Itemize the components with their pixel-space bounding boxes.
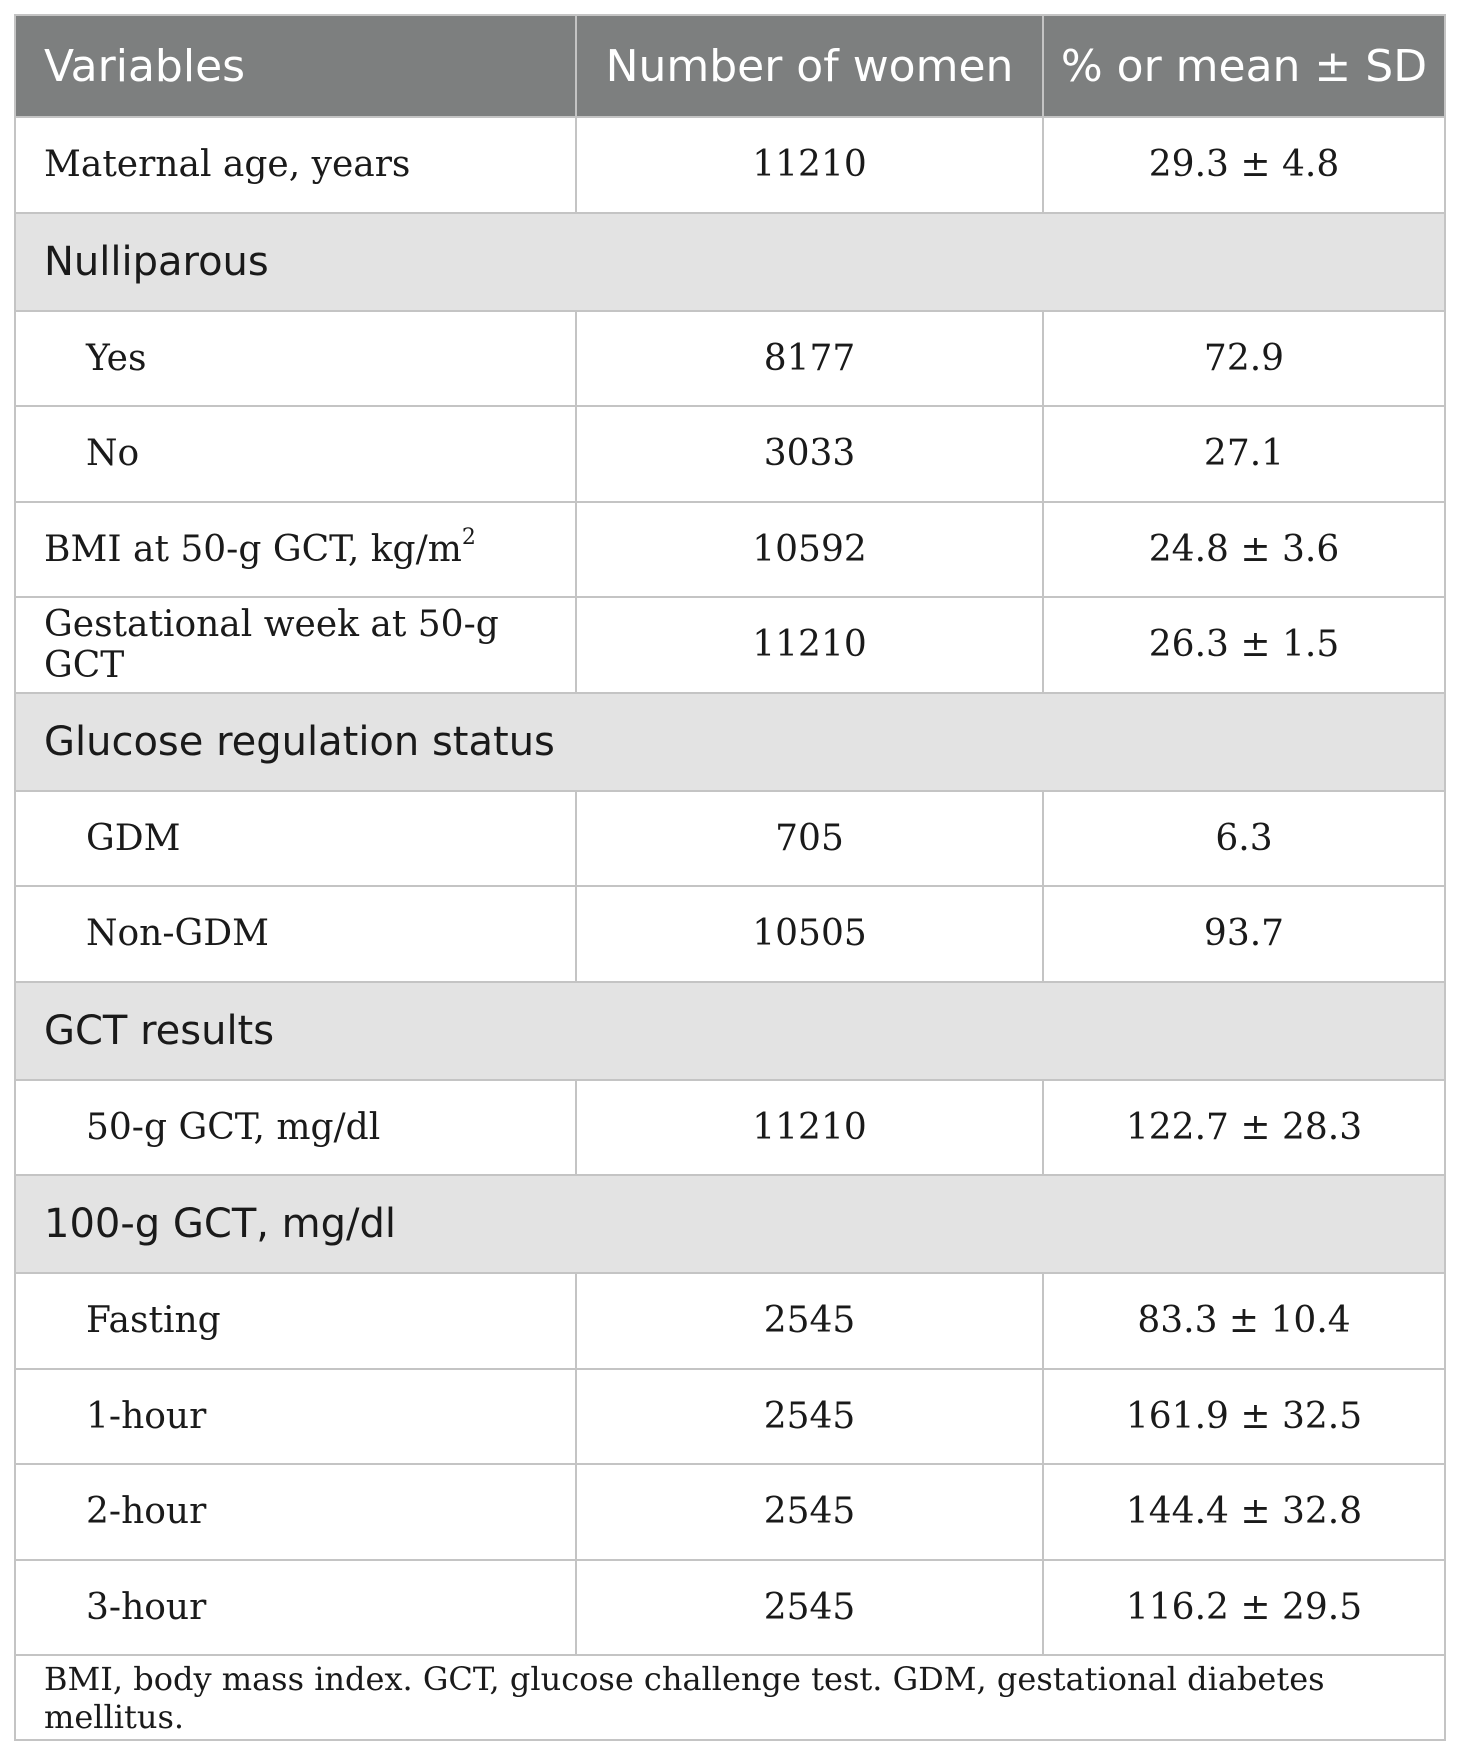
row-label: Maternal age, years [16,116,576,213]
row-label-text: No [86,433,140,475]
group-label: GCT results [16,980,1444,1080]
row-label-text: Non-GDM [86,913,270,955]
row-value: 161.9 ± 32.5 [1042,1367,1444,1464]
row-value: 83.3 ± 10.4 [1042,1272,1444,1369]
table-row: Maternal age, years 11210 29.3 ± 4.8 [16,116,1444,213]
row-label: 1-hour [16,1367,576,1464]
row-count: 2545 [575,1558,1043,1655]
characteristics-table: Variables Number of women % or mean ± SD… [14,14,1446,1741]
row-value: 116.2 ± 29.5 [1042,1558,1444,1655]
row-value: 27.1 [1042,405,1444,502]
table-row: 50-g GCT, mg/dl 11210 122.7 ± 28.3 [16,1078,1444,1175]
row-label-text: GDM [86,817,181,859]
row-value: 6.3 [1042,789,1444,886]
row-label: GDM [16,789,576,886]
row-count: 8177 [575,309,1043,406]
row-label-text: 2-hour [86,1491,207,1533]
row-label-superscript: 2 [461,524,476,550]
row-value: 93.7 [1042,885,1444,982]
row-label: Gestational week at 50-g GCT [16,596,576,693]
row-count: 11210 [575,596,1043,693]
group-label: Nulliparous [16,211,1444,311]
row-label: 3-hour [16,1558,576,1655]
header-variables: Variables [16,16,576,118]
table-row: Fasting 2545 83.3 ± 10.4 [16,1272,1444,1369]
footnote: BMI, body mass index. GCT, glucose chall… [16,1654,1444,1739]
row-label-text: 1-hour [86,1395,207,1437]
header-row: Variables Number of women % or mean ± SD [16,16,1444,118]
row-count: 11210 [575,116,1043,213]
row-value: 144.4 ± 32.8 [1042,1463,1444,1560]
row-label: 50-g GCT, mg/dl [16,1078,576,1175]
group-label: 100-g GCT, mg/dl [16,1174,1444,1273]
footnote-row: BMI, body mass index. GCT, glucose chall… [16,1654,1444,1739]
table-row: BMI at 50-g GCT, kg/m2 10592 24.8 ± 3.6 [16,500,1444,597]
group-row: Nulliparous [16,211,1444,311]
table-row: 2-hour 2545 144.4 ± 32.8 [16,1463,1444,1560]
header-percent-or-mean: % or mean ± SD [1042,16,1444,118]
table-row: GDM 705 6.3 [16,789,1444,886]
row-label-text: Fasting [86,1300,221,1342]
row-label-text: Yes [86,337,147,379]
table-row: 1-hour 2545 161.9 ± 32.5 [16,1367,1444,1464]
row-label-text: 3-hour [86,1586,207,1628]
row-value: 122.7 ± 28.3 [1042,1078,1444,1175]
row-label-text: Maternal age, years [44,144,411,186]
group-row: Glucose regulation status [16,691,1444,791]
row-value: 72.9 [1042,309,1444,406]
row-count: 2545 [575,1463,1043,1560]
data-table: Variables Number of women % or mean ± SD… [16,16,1444,1739]
row-value: 24.8 ± 3.6 [1042,500,1444,597]
row-count: 10592 [575,500,1043,597]
row-count: 705 [575,789,1043,886]
row-label: 2-hour [16,1463,576,1560]
row-label-text: 50-g GCT, mg/dl [86,1106,381,1148]
group-label: Glucose regulation status [16,691,1444,791]
header-number-of-women: Number of women [575,16,1043,118]
table-row: Yes 8177 72.9 [16,309,1444,406]
row-label: No [16,405,576,502]
row-count: 2545 [575,1367,1043,1464]
table-row: 3-hour 2545 116.2 ± 29.5 [16,1558,1444,1655]
table-row: Gestational week at 50-g GCT 11210 26.3 ± … [16,596,1444,693]
table-row: Non-GDM 10505 93.7 [16,885,1444,982]
row-value: 29.3 ± 4.8 [1042,116,1444,213]
row-count: 10505 [575,885,1043,982]
row-count: 3033 [575,405,1043,502]
group-row: 100-g GCT, mg/dl [16,1174,1444,1273]
row-label: Fasting [16,1272,576,1369]
row-label: Non-GDM [16,885,576,982]
row-label: BMI at 50-g GCT, kg/m2 [16,500,576,597]
row-count: 11210 [575,1078,1043,1175]
row-label-text: Gestational week at 50-g GCT [44,603,499,686]
row-label-text: BMI at 50-g GCT, kg/m [44,528,462,570]
table-body: Maternal age, years 11210 29.3 ± 4.8 Nullip… [16,116,1444,1739]
row-value: 26.3 ± 1.5 [1042,596,1444,693]
group-row: GCT results [16,980,1444,1080]
row-label: Yes [16,309,576,406]
table-row: No 3033 27.1 [16,405,1444,502]
row-count: 2545 [575,1272,1043,1369]
